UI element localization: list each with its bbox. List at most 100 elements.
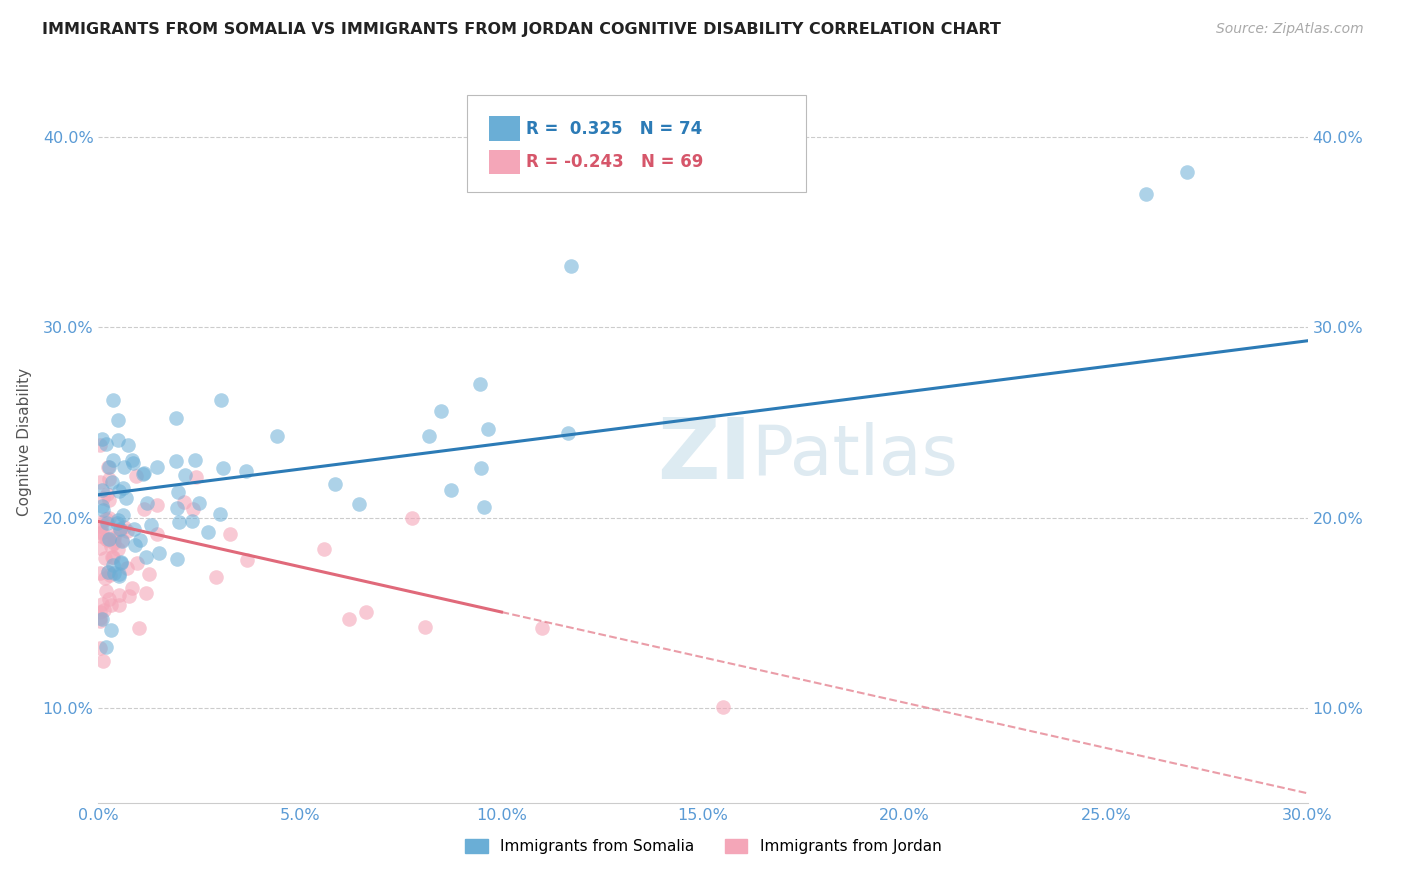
Text: ZI: ZI xyxy=(657,415,751,498)
Point xyxy=(107,434,129,448)
Point xyxy=(128,621,150,635)
Point xyxy=(89,611,111,625)
Point xyxy=(110,523,132,537)
Point xyxy=(110,555,132,569)
Point xyxy=(188,496,211,510)
Point xyxy=(212,461,235,475)
Point xyxy=(139,517,162,532)
Point xyxy=(90,519,112,533)
Point xyxy=(89,566,111,581)
Point xyxy=(530,620,553,634)
Point xyxy=(108,588,131,602)
Point xyxy=(112,520,135,534)
Point xyxy=(235,464,257,478)
Point xyxy=(96,640,118,654)
Point xyxy=(91,598,114,612)
Point xyxy=(94,532,117,546)
Point xyxy=(132,467,155,482)
Point xyxy=(125,468,148,483)
Point xyxy=(105,516,128,530)
Point xyxy=(557,425,579,440)
Point xyxy=(103,558,125,573)
Point xyxy=(111,533,134,547)
Point xyxy=(165,454,187,468)
Point xyxy=(91,525,114,540)
FancyBboxPatch shape xyxy=(489,116,520,141)
Point xyxy=(266,428,288,442)
Point xyxy=(96,460,118,475)
Point xyxy=(91,491,114,505)
Point xyxy=(430,404,453,418)
Point xyxy=(89,475,111,489)
Point xyxy=(100,598,122,612)
Point xyxy=(97,532,120,546)
Point xyxy=(1175,165,1198,179)
Point xyxy=(100,624,122,638)
Point xyxy=(477,422,499,436)
Point xyxy=(173,467,195,482)
Point xyxy=(98,492,121,507)
FancyBboxPatch shape xyxy=(489,150,520,174)
Text: Source: ZipAtlas.com: Source: ZipAtlas.com xyxy=(1216,22,1364,37)
Point xyxy=(145,498,167,512)
Point xyxy=(124,538,146,552)
Point xyxy=(184,452,207,467)
Point xyxy=(121,452,143,467)
Point xyxy=(91,654,114,668)
Point xyxy=(146,459,169,474)
Point xyxy=(89,541,111,556)
Point xyxy=(98,472,121,486)
Point xyxy=(107,483,129,498)
Point xyxy=(110,556,132,570)
Point xyxy=(111,482,134,496)
Point xyxy=(107,567,129,582)
Point xyxy=(91,499,114,513)
Point xyxy=(112,508,135,522)
Point xyxy=(101,550,124,565)
Point xyxy=(101,475,124,490)
Point xyxy=(89,640,111,655)
Point xyxy=(122,522,145,536)
Point xyxy=(472,500,495,515)
Point xyxy=(560,260,582,274)
Point xyxy=(115,560,138,574)
Point xyxy=(401,511,423,525)
Point xyxy=(94,551,117,566)
Point xyxy=(468,376,491,391)
Point xyxy=(96,487,118,501)
Point xyxy=(103,535,125,549)
Point xyxy=(101,550,124,565)
Point xyxy=(89,614,111,628)
Point xyxy=(91,612,114,626)
Point xyxy=(354,605,377,619)
Point xyxy=(167,515,190,529)
Point xyxy=(103,528,125,542)
Point xyxy=(146,527,169,541)
Point xyxy=(117,438,139,452)
Point xyxy=(166,501,188,516)
Point xyxy=(117,590,139,604)
Point xyxy=(91,503,114,517)
Point xyxy=(97,565,120,579)
Point xyxy=(209,507,232,521)
Point xyxy=(115,524,138,538)
Y-axis label: Cognitive Disability: Cognitive Disability xyxy=(17,368,31,516)
Point xyxy=(103,566,125,580)
Point xyxy=(181,514,204,528)
Point xyxy=(97,592,120,607)
Point xyxy=(112,460,135,475)
Point xyxy=(96,516,118,531)
Point xyxy=(121,582,143,596)
Point xyxy=(138,566,160,581)
Text: Patlas: Patlas xyxy=(751,423,957,490)
Point xyxy=(108,598,131,612)
Point xyxy=(114,491,136,505)
Point xyxy=(470,461,492,475)
Point xyxy=(418,429,440,443)
Point xyxy=(93,602,115,616)
Point xyxy=(107,513,129,527)
Point xyxy=(236,552,259,566)
Point xyxy=(136,496,159,510)
Point xyxy=(148,546,170,560)
Point xyxy=(97,565,120,579)
